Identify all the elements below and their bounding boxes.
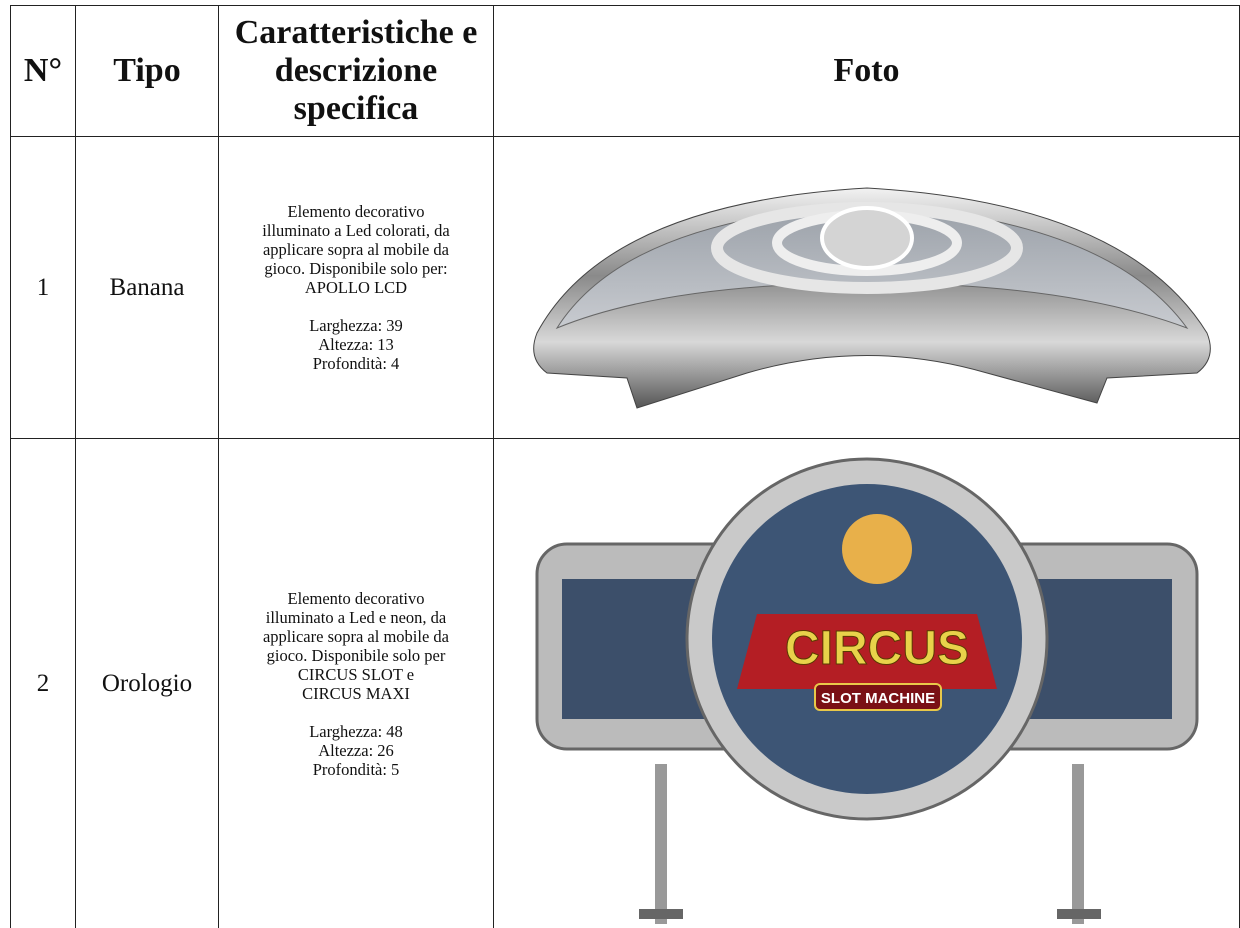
text-line: applicare sopra al mobile da xyxy=(262,626,449,646)
description-cell: Elemento decorativo illuminato a Led e ne… xyxy=(218,438,493,928)
description-cell: Elemento decorativo illuminato a Led colo… xyxy=(218,136,493,438)
text-line: APOLLO LCD xyxy=(304,278,408,297)
header-cell: Tipo xyxy=(75,5,218,136)
text-line: Profondità: 5 xyxy=(312,759,400,779)
number-cell: 1 xyxy=(10,136,75,438)
text-line: illuminato a Led colorati, da xyxy=(262,221,450,240)
header-text: Foto xyxy=(833,52,900,89)
photo-cell xyxy=(493,136,1240,438)
type-cell: Banana xyxy=(75,136,218,438)
text-line: Altezza: 26 xyxy=(318,740,394,760)
text-line: CIRCUS MAXI xyxy=(302,683,410,703)
photo-circus: CIRCUS SLOT MACHINE xyxy=(535,457,1198,924)
text-line: Larghezza: 39 xyxy=(309,316,403,335)
text-line: Elemento decorativo xyxy=(287,588,425,608)
text-line: applicare sopra al mobile da xyxy=(262,240,449,259)
photo-banana xyxy=(532,186,1211,409)
type: Orologio xyxy=(101,669,193,697)
text-line: gioco. Disponibile solo per xyxy=(266,645,446,665)
header-text: Tipo xyxy=(113,52,181,89)
photo-text: SLOT MACHINE xyxy=(820,690,934,707)
text-line: Altezza: 13 xyxy=(318,335,394,354)
number: 2 xyxy=(36,669,50,697)
type: Banana xyxy=(109,273,185,301)
photo-text: CIRCUS xyxy=(784,622,968,675)
number-cell: 2 xyxy=(10,438,75,928)
text-line: Profondità: 4 xyxy=(312,354,400,373)
number: 1 xyxy=(36,273,50,301)
header-text: Caratteristiche e descrizione specifica xyxy=(234,14,478,127)
header-cell: Caratteristiche e descrizione specifica xyxy=(218,5,493,136)
text-line: gioco. Disponibile solo per: xyxy=(264,259,448,278)
header-cell: Foto xyxy=(493,5,1240,136)
text-line: Larghezza: 48 xyxy=(309,721,403,741)
text-line: CIRCUS SLOT e xyxy=(297,664,415,684)
text-line: Elemento decorativo xyxy=(287,202,425,221)
header-cell: N° xyxy=(10,5,75,136)
text-line: illuminato a Led e neon, da xyxy=(265,607,447,627)
type-cell: Orologio xyxy=(75,438,218,928)
photo-cell: CIRCUS SLOT MACHINE xyxy=(493,438,1240,928)
header-text: N° xyxy=(23,52,63,89)
